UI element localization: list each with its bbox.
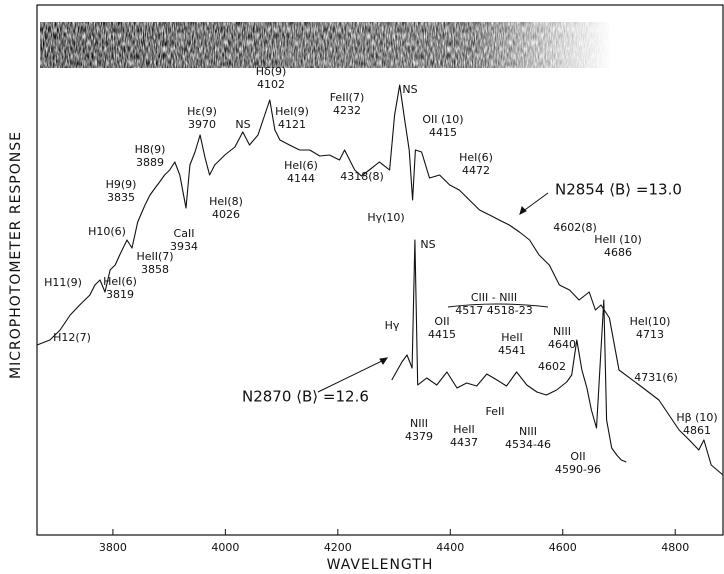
line-annotation: HeII(7) [136,250,173,263]
x-axis-label: WAVELENGTH [327,557,434,573]
line-annotation: H9(9) [106,178,137,191]
arrow-head [520,207,526,214]
line-annotation: H10(6) [88,225,126,238]
line-annotation: 4602 [538,360,566,373]
chart: WAVELENGTH MICROPHOTOMETER RESPONSE N285… [0,0,724,574]
x-tick-label: 4600 [549,541,577,554]
line-annotation: NIII [410,417,428,430]
line-annotation: Hδ(9) [256,65,287,78]
line-annotation: HeI(8) [209,195,243,208]
x-tick-label: 4400 [436,541,464,554]
series-label: N2854 ⟨B⟩ =13.0 [555,181,682,199]
y-axis-label: MICROPHOTOMETER RESPONSE [8,131,24,379]
line-annotation: 3858 [141,263,169,276]
line-annotation: NS [402,83,417,96]
line-annotation: HeII (10) [594,233,642,246]
line-annotation: 4415 [429,126,457,139]
line-annotation: NIII [519,425,537,438]
line-annotation: Hε(9) [187,105,217,118]
line-annotation: Hβ (10) [676,411,717,424]
line-annotation: 4318(8) [340,170,384,183]
line-annotation: NIII [553,325,571,338]
series-label: N2870 ⟨B⟩ =12.6 [242,388,369,406]
line-annotation: 3970 [188,118,216,131]
line-annotation: OII [434,315,449,328]
line-annotation: 4640 [548,338,576,351]
line-annotation: 4541 [498,344,526,357]
line-annotation: 4379 [405,430,433,443]
line-annotation: Hγ [385,319,400,332]
line-annotation: 4602(8) [553,221,597,234]
line-annotation: 4861 [683,424,711,437]
line-annotation: 4437 [450,436,478,449]
line-annotation: OII (10) [422,113,463,126]
arrow [522,193,548,212]
line-annotation: 3934 [170,240,198,253]
line-annotation: 4590-96 [555,463,601,476]
line-annotation: HeI(6) [103,275,137,288]
line-annotation: HeI(10) [630,315,671,328]
line-annotation: 4517 4518-23 [455,304,532,317]
line-annotation: CIII - NIII [471,291,517,304]
line-annotation: H8(9) [135,143,166,156]
plot-frame [37,5,723,535]
x-tick-label: 4200 [324,541,352,554]
line-annotation: HeI(6) [459,151,493,164]
line-annotation: 4026 [212,208,240,221]
line-annotation: OII [570,450,585,463]
line-annotation: 4686 [604,246,632,259]
x-tick-label: 4000 [211,541,239,554]
line-annotation: 3835 [107,191,135,204]
line-annotation: H12(7) [53,331,91,344]
line-annotation: HeI(6) [284,159,318,172]
arrow-head [380,358,387,364]
x-tick-label: 3800 [99,541,127,554]
line-annotation: H11(9) [44,276,82,289]
line-annotation: 4232 [333,104,361,117]
line-annotation: 4472 [462,164,490,177]
line-annotation: 4415 [428,328,456,341]
line-annotation: 4121 [278,118,306,131]
line-annotation: 4102 [257,78,285,91]
line-annotation: HeII [501,331,523,344]
line-annotation: HeI(9) [275,105,309,118]
line-annotation: NS [235,118,250,131]
line-annotation: NS [420,238,435,251]
line-annotation: Hγ(10) [367,211,404,224]
line-annotation: FeII [486,405,505,418]
line-annotation: 4713 [636,328,664,341]
line-annotation: 3889 [136,156,164,169]
line-annotation: CaII [174,227,195,240]
spectrum-fade [40,22,612,68]
line-annotation: 4534-46 [505,438,551,451]
line-annotation: FeII(7) [330,91,365,104]
line-annotation: 4144 [287,172,315,185]
line-annotation: 3819 [106,288,134,301]
line-annotation: 4731(6) [634,371,678,384]
line-annotation: HeII [453,423,475,436]
x-tick-label: 4800 [661,541,689,554]
